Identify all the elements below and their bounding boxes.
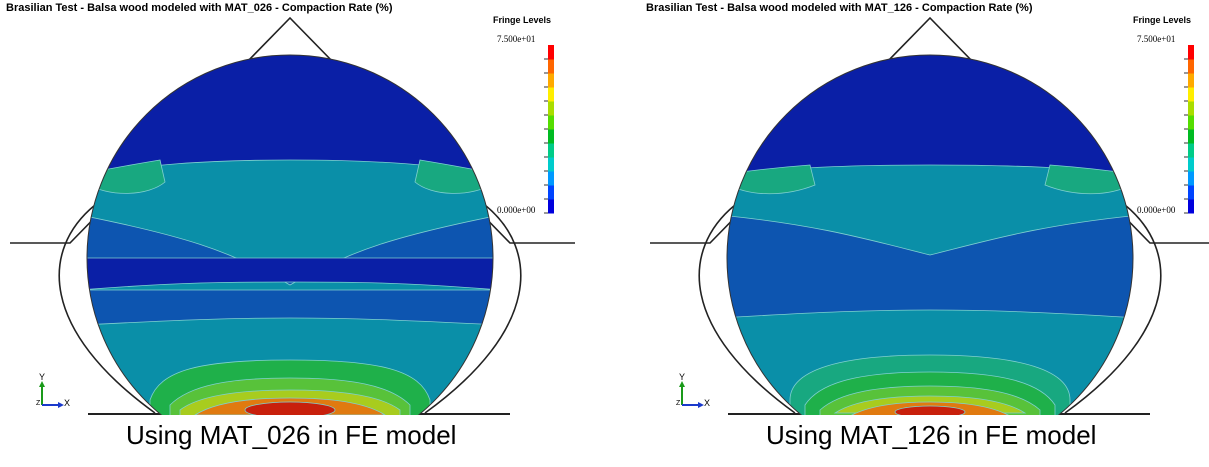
- contour-band: [87, 257, 493, 291]
- plot-title: Brasilian Test - Balsa wood modeled with…: [646, 2, 1033, 14]
- fringe-color-segment: [1188, 199, 1194, 214]
- fringe-color-segment: [548, 45, 554, 60]
- plot-panel-mat126: Brasilian Test - Balsa wood modeled with…: [640, 0, 1209, 415]
- fringe-color-segment: [1188, 115, 1194, 130]
- fringe-color-segment: [548, 59, 554, 74]
- contour-band: [727, 214, 1133, 319]
- fringe-color-segment: [1188, 87, 1194, 102]
- fringe-max-label: 7.500e+01: [1137, 34, 1176, 44]
- fringe-color-segment: [548, 157, 554, 172]
- contour-band: [894, 405, 966, 415]
- fringe-max-label: 7.500e+01: [497, 34, 536, 44]
- contour-disk: [87, 55, 493, 415]
- contour-band: [244, 401, 336, 415]
- fringe-color-segment: [1188, 59, 1194, 74]
- plot-title: Brasilian Test - Balsa wood modeled with…: [6, 2, 393, 14]
- fringe-color-segment: [1188, 129, 1194, 144]
- fringe-color-segment: [548, 101, 554, 116]
- axis-x-label: X: [704, 398, 711, 408]
- fringe-color-segment: [1188, 171, 1194, 186]
- axis-y-label: Y: [679, 372, 686, 382]
- contour-band: [1044, 164, 1133, 195]
- loading-frame: [10, 16, 575, 244]
- fringe-min-label: 0.000e+00: [497, 205, 536, 215]
- fringe-color-segment: [548, 171, 554, 186]
- axis-x-label: X: [64, 398, 71, 408]
- axis-triad: [679, 381, 704, 408]
- simulation-plot: [10, 16, 575, 415]
- caption-mat026: Using MAT_026 in FE model: [126, 420, 457, 450]
- plot-panel-mat026: Brasilian Test - Balsa wood modeled with…: [0, 0, 600, 415]
- simulation-plot: [650, 16, 1209, 415]
- loading-frame: [650, 16, 1209, 244]
- fringe-legend-bar: [1184, 45, 1194, 214]
- fringe-levels-title: Fringe Levels: [493, 15, 552, 25]
- axis-triad: [39, 381, 64, 408]
- contour-band: [87, 55, 493, 176]
- fringe-color-segment: [1188, 101, 1194, 116]
- fringe-color-segment: [1188, 73, 1194, 88]
- contour-band: [87, 289, 493, 326]
- fringe-color-segment: [548, 143, 554, 158]
- fringe-color-segment: [548, 185, 554, 200]
- fringe-levels-title: Fringe Levels: [1133, 15, 1192, 25]
- fringe-color-segment: [548, 199, 554, 214]
- fringe-color-segment: [548, 87, 554, 102]
- fringe-color-segment: [548, 115, 554, 130]
- contour-disk: [727, 55, 1133, 415]
- deformed-outline: [58, 204, 522, 414]
- fringe-color-segment: [1188, 157, 1194, 172]
- fringe-legend-bar: [544, 45, 554, 214]
- contour-band: [727, 55, 1133, 176]
- axis-z-label: Z: [36, 400, 41, 407]
- contour-band: [727, 164, 816, 195]
- axis-z-label: Z: [676, 400, 681, 407]
- fringe-color-segment: [1188, 185, 1194, 200]
- fringe-color-segment: [548, 73, 554, 88]
- axis-y-label: Y: [39, 372, 46, 382]
- fringe-color-segment: [1188, 45, 1194, 60]
- fringe-color-segment: [548, 129, 554, 144]
- fringe-color-segment: [1188, 143, 1194, 158]
- fringe-min-label: 0.000e+00: [1137, 205, 1176, 215]
- deformed-outline: [698, 204, 1162, 414]
- caption-mat126: Using MAT_126 in FE model: [766, 420, 1097, 450]
